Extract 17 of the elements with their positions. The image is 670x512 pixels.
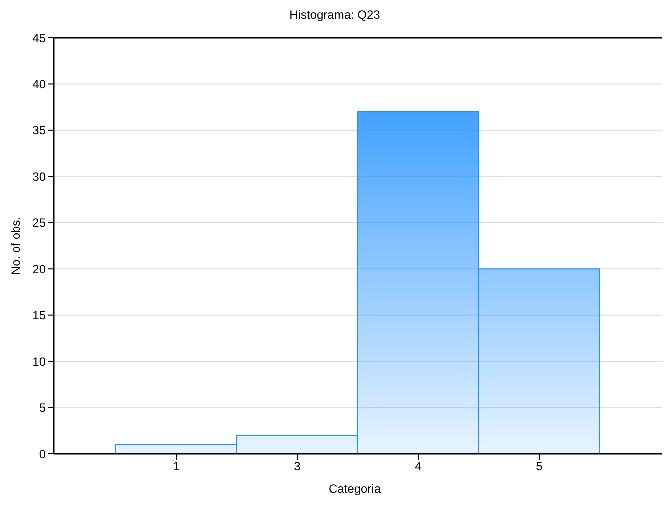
y-tick-label: 10: [32, 354, 46, 369]
y-tick-label: 25: [32, 216, 46, 230]
x-tick-label: 3: [294, 460, 302, 474]
x-tick-label: 4: [415, 460, 422, 474]
y-tick-label: 0: [39, 447, 46, 462]
y-tick-label: 35: [32, 124, 46, 138]
y-tick-label: 5: [39, 401, 46, 416]
y-tick-label: 40: [32, 77, 46, 92]
y-tick-label: 15: [32, 308, 46, 323]
y-tick-label: 30: [32, 170, 46, 184]
y-tick-label: 45: [32, 31, 46, 46]
chart-title: Histograma: Q23: [288, 8, 382, 22]
x-tick-label: 1: [173, 460, 180, 474]
x-axis-title: Categoria: [328, 482, 382, 496]
y-axis-title: No. of obs.: [9, 216, 23, 275]
x-tick-label: 5: [536, 460, 544, 474]
y-tick-label: 20: [32, 262, 46, 276]
